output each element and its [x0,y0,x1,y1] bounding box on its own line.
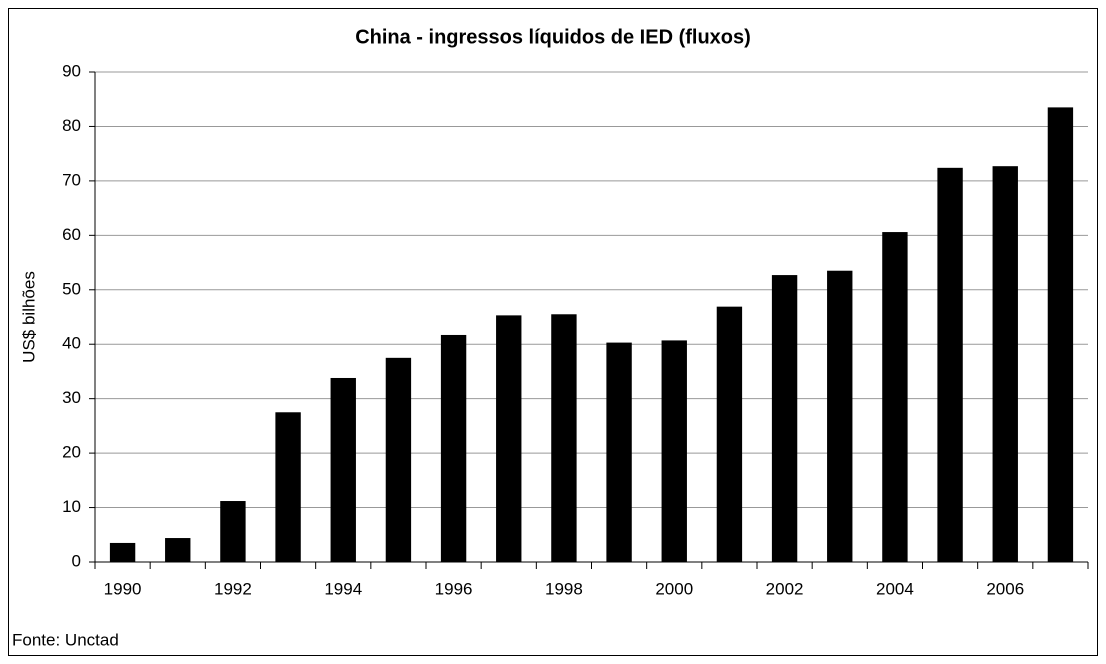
bar [606,342,632,562]
x-tick-label: 2000 [655,579,693,598]
bar [827,270,853,562]
y-tick-label: 70 [62,170,81,189]
y-tick-label: 80 [62,116,81,135]
source-note: Fonte: Unctad [12,630,119,649]
bar [385,357,412,562]
bar [551,314,577,562]
x-tick-label: 1990 [104,579,142,598]
bar [330,377,356,562]
bar [716,306,743,562]
bar [440,334,467,562]
bar [992,166,1018,562]
y-tick-label: 50 [62,279,81,298]
chart-title: China - ingressos líquidos de IED (fluxo… [355,26,751,48]
bar [496,315,522,562]
x-tick-label: 1992 [214,579,252,598]
bar [937,167,963,563]
bar [771,275,798,562]
y-axis-label: US$ bilhões [19,271,38,363]
bar [165,538,191,562]
y-tick-label: 0 [72,551,81,570]
x-tick-label: 1996 [435,579,473,598]
y-tick-label: 90 [62,61,81,80]
bar [661,340,687,562]
x-tick-label: 1994 [324,579,362,598]
bar [220,501,246,562]
y-tick-label: 60 [62,225,81,244]
bar [275,412,301,562]
bar [109,542,136,562]
y-tick-label: 40 [62,334,81,353]
y-tick-label: 30 [62,388,81,407]
x-tick-label: 2006 [986,579,1024,598]
y-tick-label: 10 [62,497,81,516]
bar [1047,107,1074,562]
x-tick-label: 2004 [876,579,914,598]
y-tick-label: 20 [62,443,81,462]
bar [882,232,908,563]
x-tick-label: 2002 [766,579,804,598]
x-tick-label: 1998 [545,579,583,598]
